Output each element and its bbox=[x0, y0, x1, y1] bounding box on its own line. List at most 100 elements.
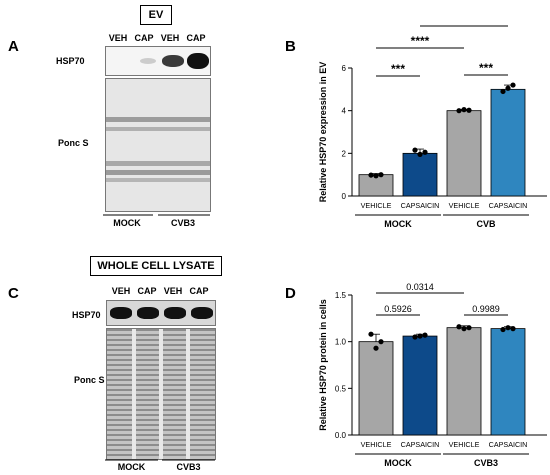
chart-d-data-point bbox=[510, 326, 515, 331]
ev-hsp70-label: HSP70 bbox=[56, 56, 85, 66]
wcl-lane-3: VEH bbox=[160, 286, 186, 296]
ev-hsp70-band-2 bbox=[140, 58, 156, 64]
wcl-ponc-label: Ponc S bbox=[74, 375, 105, 385]
chart-b-y-axis-title: Relative HSP70 expression in EV bbox=[318, 62, 328, 203]
chart-d-significance-label: 0.0314 bbox=[406, 282, 434, 292]
chart-b-group-label: CVB bbox=[476, 219, 496, 229]
chart-d-group-label: CVB3 bbox=[474, 458, 498, 468]
chart-b-data-point bbox=[466, 108, 471, 113]
chart-b-significance-label: **** bbox=[411, 34, 430, 48]
chart-d-data-point bbox=[378, 339, 383, 344]
ev-ponc-band bbox=[106, 161, 210, 166]
chart-b-y-tick-label: 4 bbox=[342, 107, 347, 116]
chart-b-bar bbox=[447, 111, 481, 196]
chart-d: Relative HSP70 protein in cells 0.0 0.5 1.0… bbox=[310, 275, 550, 475]
chart-b-data-point bbox=[456, 108, 461, 113]
chart-b-x-tick-label: VEHICLE bbox=[361, 201, 392, 210]
wcl-lane-4: CAP bbox=[186, 286, 212, 296]
chart-d-y-tick-label: 0.0 bbox=[335, 431, 347, 440]
chart-b-data-point bbox=[417, 152, 422, 157]
chart-d-bar bbox=[447, 328, 481, 435]
wcl-title-box: WHOLE CELL LYSATE bbox=[90, 256, 222, 276]
chart-d-bar bbox=[403, 336, 437, 435]
ev-lane-labels: VEH CAP VEH CAP bbox=[105, 33, 210, 45]
chart-d-data-point bbox=[368, 332, 373, 337]
wcl-hsp70-blot bbox=[106, 300, 216, 326]
panel-letter-a: A bbox=[8, 38, 19, 55]
chart-d-group-label: MOCK bbox=[384, 458, 412, 468]
chart-b-data-point bbox=[422, 150, 427, 155]
chart-d-data-point bbox=[461, 326, 466, 331]
chart-d-data-point bbox=[456, 324, 461, 329]
chart-b-significance-label: **** bbox=[455, 20, 474, 26]
chart-b-bar bbox=[491, 89, 525, 196]
ev-ponc-band bbox=[106, 127, 210, 131]
chart-d-y-tick-label: 1.0 bbox=[335, 338, 347, 347]
ev-ponc-label: Ponc S bbox=[58, 138, 89, 148]
chart-d-x-tick-label: VEHICLE bbox=[449, 440, 480, 449]
chart-b-group-label: MOCK bbox=[384, 219, 412, 229]
chart-d-data-point bbox=[373, 346, 378, 351]
chart-b-data-point bbox=[500, 89, 505, 94]
wcl-lane-gap bbox=[159, 329, 163, 459]
chart-b-data-point bbox=[373, 173, 378, 178]
chart-d-x-tick-label: CAPSAICIN bbox=[489, 440, 528, 449]
wcl-lane-gap bbox=[186, 329, 190, 459]
chart-d-bar bbox=[491, 329, 525, 435]
ev-hsp70-blot bbox=[105, 46, 211, 76]
wcl-lane-1: VEH bbox=[108, 286, 134, 296]
wcl-group-cvb3: CVB3 bbox=[161, 462, 216, 472]
chart-d-x-tick-label: CAPSAICIN bbox=[401, 440, 440, 449]
wcl-lane-labels: VEH CAP VEH CAP bbox=[108, 286, 212, 298]
panel-letter-d: D bbox=[285, 285, 296, 302]
ev-hsp70-band-3 bbox=[162, 55, 184, 67]
ev-ponc-band bbox=[106, 117, 210, 122]
wcl-group-mock: MOCK bbox=[104, 462, 159, 472]
ev-lane-3: VEH bbox=[157, 33, 183, 43]
chart-b-y-tick-label: 2 bbox=[342, 149, 347, 158]
ev-group-mock: MOCK bbox=[102, 218, 152, 228]
ev-lane-4: CAP bbox=[183, 33, 209, 43]
panel-letter-c: C bbox=[8, 285, 19, 302]
ev-ponc-band bbox=[106, 178, 210, 182]
chart-d-data-point bbox=[500, 327, 505, 332]
wcl-hsp70-band-2 bbox=[137, 307, 159, 319]
chart-d-data-point bbox=[422, 333, 427, 338]
chart-b-significance-label: *** bbox=[479, 61, 493, 75]
chart-d-y-tick-label: 1.5 bbox=[335, 291, 347, 300]
chart-b-data-point bbox=[412, 148, 417, 153]
wcl-hsp70-band-1 bbox=[110, 307, 132, 319]
chart-b-data-point bbox=[461, 107, 466, 112]
ev-lane-1: VEH bbox=[105, 33, 131, 43]
ev-hsp70-band-4 bbox=[187, 53, 209, 69]
wcl-ponc-blot bbox=[106, 328, 216, 460]
ev-lane-2: CAP bbox=[131, 33, 157, 43]
ev-title-box: EV bbox=[140, 5, 172, 25]
chart-b: Relative HSP70 expression in EV 0 2 4 6 VEHIC… bbox=[310, 20, 550, 252]
chart-b-x-tick-label: CAPSAICIN bbox=[489, 201, 528, 210]
panel-letter-b: B bbox=[285, 38, 296, 55]
chart-b-y-tick-label: 6 bbox=[342, 64, 347, 73]
chart-d-data-point bbox=[466, 325, 471, 330]
chart-b-data-point bbox=[505, 86, 510, 91]
chart-d-data-point bbox=[417, 333, 422, 338]
chart-d-data-point bbox=[412, 334, 417, 339]
chart-b-data-point bbox=[510, 82, 515, 87]
chart-d-significance-label: 0.5926 bbox=[384, 304, 412, 314]
chart-d-y-tick-label: 0.5 bbox=[335, 384, 347, 393]
ev-ponc-band bbox=[106, 170, 210, 175]
chart-b-significance-label: *** bbox=[391, 62, 405, 76]
chart-b-bar bbox=[403, 153, 437, 196]
chart-b-x-tick-label: CAPSAICIN bbox=[401, 201, 440, 210]
chart-b-data-point bbox=[368, 172, 373, 177]
wcl-lane-gap bbox=[132, 329, 136, 459]
chart-d-x-tick-label: VEHICLE bbox=[361, 440, 392, 449]
wcl-lane-2: CAP bbox=[134, 286, 160, 296]
chart-b-data-point bbox=[378, 172, 383, 177]
ev-group-cvb3: CVB3 bbox=[158, 218, 208, 228]
chart-b-y-tick-label: 0 bbox=[342, 192, 347, 201]
ev-ponc-blot bbox=[105, 78, 211, 212]
chart-d-data-point bbox=[505, 325, 510, 330]
wcl-hsp70-label: HSP70 bbox=[72, 310, 101, 320]
wcl-hsp70-band-3 bbox=[164, 307, 186, 319]
